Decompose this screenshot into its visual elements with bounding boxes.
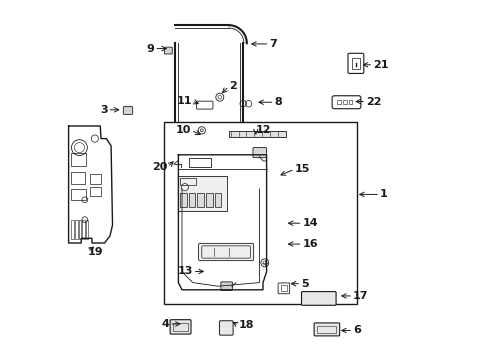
Text: 11: 11	[176, 96, 192, 106]
FancyBboxPatch shape	[221, 282, 232, 291]
Text: 15: 15	[294, 164, 310, 174]
Text: 7: 7	[270, 39, 277, 49]
Bar	[180, 193, 187, 207]
Bar	[180, 178, 196, 185]
Bar	[86, 220, 88, 239]
Bar	[72, 220, 74, 239]
Bar	[72, 153, 86, 166]
Bar	[79, 220, 81, 239]
FancyBboxPatch shape	[123, 107, 133, 114]
Bar	[352, 58, 360, 69]
Text: 21: 21	[373, 60, 389, 70]
Text: 20: 20	[152, 162, 168, 172]
FancyBboxPatch shape	[314, 323, 340, 336]
Bar	[337, 100, 341, 104]
Text: 1: 1	[380, 189, 388, 199]
Bar	[72, 189, 86, 200]
Text: 19: 19	[87, 247, 103, 257]
Bar	[317, 326, 337, 333]
Bar	[178, 176, 227, 211]
Text: 6: 6	[353, 325, 361, 336]
Bar	[206, 193, 213, 207]
Text: 5: 5	[301, 279, 309, 289]
Bar	[72, 172, 85, 184]
Bar	[173, 323, 188, 331]
Bar	[164, 122, 357, 304]
Text: 12: 12	[256, 125, 271, 135]
Bar	[197, 193, 204, 207]
Bar	[349, 100, 352, 104]
Text: 22: 22	[366, 96, 381, 107]
FancyBboxPatch shape	[253, 148, 267, 158]
FancyBboxPatch shape	[301, 292, 336, 305]
Bar	[90, 174, 101, 184]
Text: 4: 4	[162, 319, 170, 329]
Text: 16: 16	[303, 239, 318, 249]
Text: 10: 10	[175, 125, 191, 135]
Text: 13: 13	[177, 266, 193, 276]
Bar	[189, 193, 196, 207]
FancyBboxPatch shape	[170, 320, 191, 334]
FancyBboxPatch shape	[164, 47, 172, 54]
Text: 18: 18	[239, 320, 254, 330]
Text: 2: 2	[229, 81, 237, 91]
FancyBboxPatch shape	[198, 243, 254, 261]
FancyBboxPatch shape	[220, 321, 233, 335]
Text: 3: 3	[100, 105, 107, 115]
Bar	[82, 220, 85, 239]
Bar	[281, 285, 287, 291]
Bar	[215, 193, 221, 207]
Bar	[343, 100, 346, 104]
Bar	[229, 131, 286, 137]
Text: 14: 14	[303, 218, 318, 228]
Bar	[90, 187, 101, 196]
Bar	[75, 220, 77, 239]
Text: 9: 9	[147, 44, 154, 54]
Text: 8: 8	[274, 97, 282, 107]
Bar	[189, 158, 211, 167]
Text: 17: 17	[353, 291, 368, 301]
